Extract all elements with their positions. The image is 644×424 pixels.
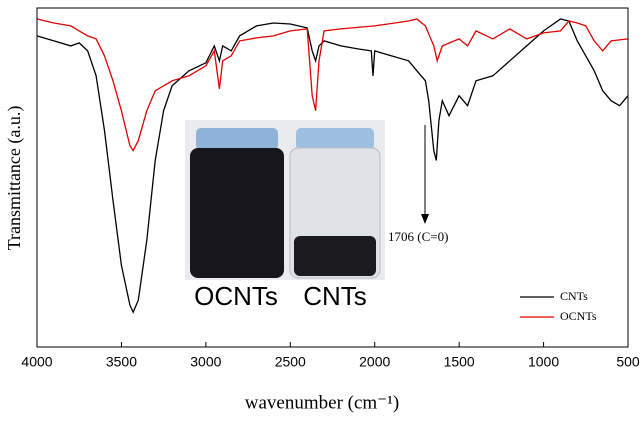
- x-tick-label: 2000: [359, 354, 390, 370]
- inset-label: CNTs: [303, 281, 367, 311]
- inset-photo: [185, 120, 385, 280]
- bottle-cap: [196, 128, 278, 150]
- x-tick-label: 3500: [106, 354, 137, 370]
- x-tick-label: 2500: [275, 354, 306, 370]
- x-tick-label: 1000: [528, 354, 559, 370]
- arrow-head: [421, 214, 429, 224]
- x-tick-label: 4000: [21, 354, 52, 370]
- x-tick-label: 500: [616, 354, 640, 370]
- y-axis-label: Transmittance (a.u.): [4, 106, 25, 251]
- x-tick-label: 3000: [190, 354, 221, 370]
- inset-label: OCNTs: [194, 281, 278, 311]
- x-axis-label: wavenumber (cm⁻¹): [245, 392, 399, 413]
- line-series: [36, 18, 629, 152]
- legend-label: CNTs: [560, 289, 588, 303]
- sediment: [294, 236, 376, 276]
- plot-frame: [36, 7, 629, 348]
- bottle-cap: [296, 128, 374, 150]
- line-series: [36, 18, 629, 314]
- x-tick-label: 1500: [444, 354, 475, 370]
- legend-label: OCNTs: [560, 309, 597, 323]
- bottle: [190, 148, 284, 278]
- annotation: 1706 (C=0): [388, 229, 448, 244]
